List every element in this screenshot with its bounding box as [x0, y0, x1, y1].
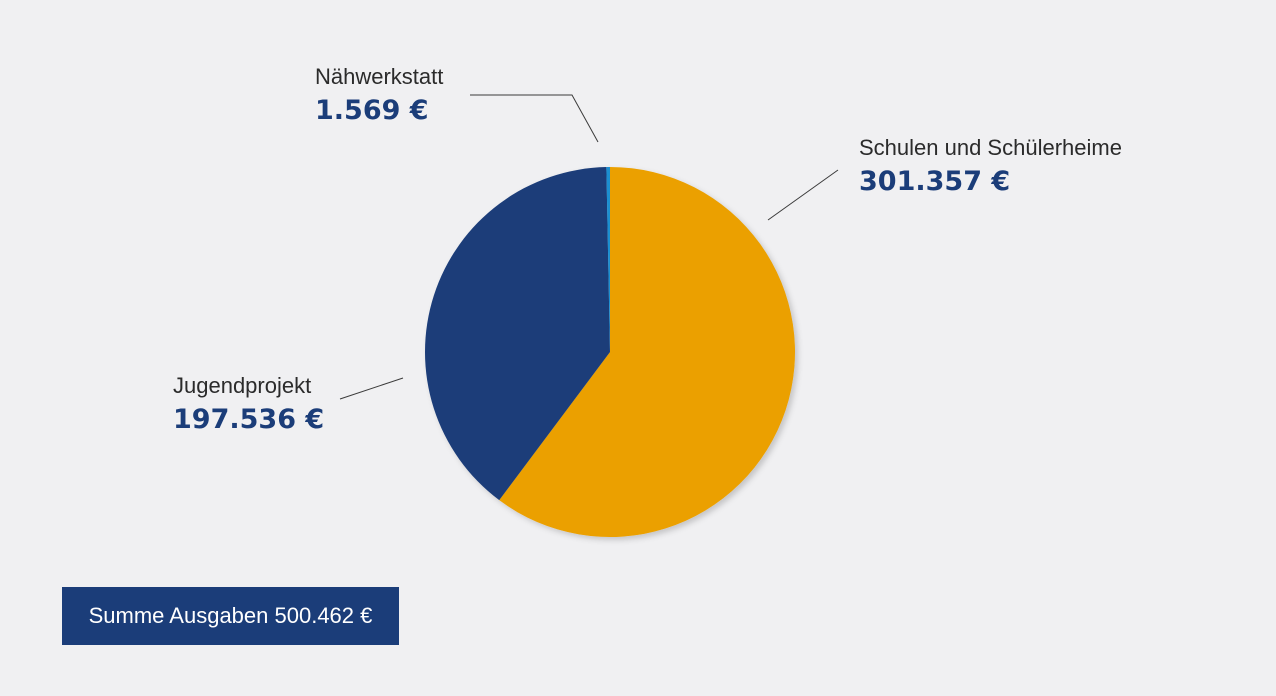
leader-line-schulen	[767, 169, 839, 221]
total-expenses-badge: Summe Ausgaben 500.462 €	[62, 587, 399, 645]
pie-slices	[424, 167, 795, 537]
slice-name-jugendprojekt: Jugendprojekt	[173, 373, 312, 398]
slice-name-schulen: Schulen und Schülerheime	[859, 135, 1122, 160]
slice-value-schulen: 301.357 €	[859, 166, 1011, 197]
leader-line-naehwerkstatt	[470, 94, 599, 143]
slice-label-schulen: Schulen und Schülerheime 301.357 €	[859, 134, 1122, 200]
leader-lines	[339, 94, 839, 400]
pie-slice-jugendprojekt	[424, 167, 610, 501]
slice-label-jugendprojekt: Jugendprojekt 197.536 €	[173, 372, 324, 438]
pie-slice-naehwerkstatt	[606, 167, 610, 352]
pie-slice-schulen	[499, 167, 795, 537]
slice-label-naehwerkstatt: Nähwerkstatt 1.569 €	[315, 63, 443, 129]
leader-line-jugendprojekt	[339, 377, 404, 400]
slice-value-naehwerkstatt: 1.569 €	[315, 95, 429, 126]
slice-value-jugendprojekt: 197.536 €	[173, 404, 325, 435]
slice-name-naehwerkstatt: Nähwerkstatt	[315, 64, 444, 89]
